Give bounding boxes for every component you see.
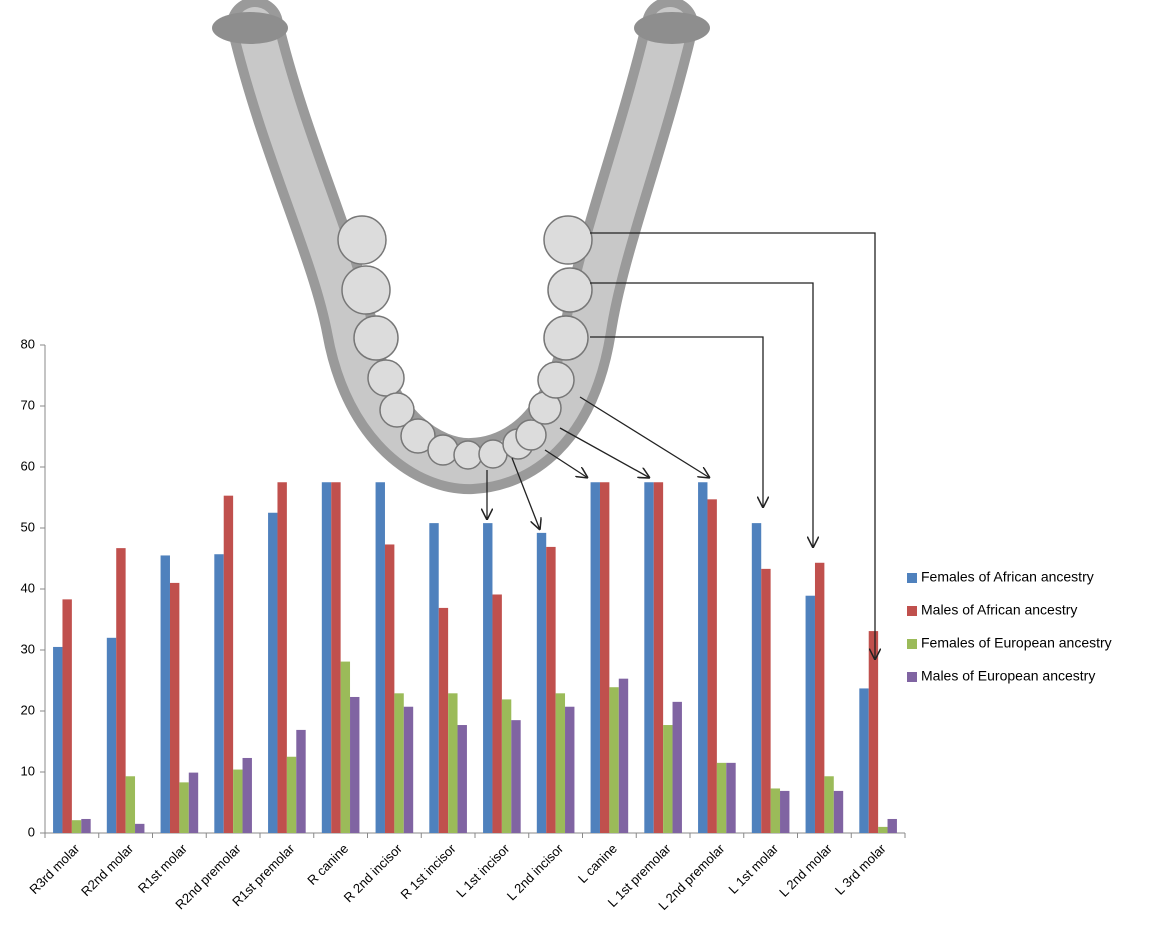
bar bbox=[81, 818, 91, 833]
arrows bbox=[487, 232, 875, 660]
bar bbox=[350, 696, 360, 833]
x-tick-label: R 1st incisor bbox=[397, 840, 459, 902]
bar bbox=[321, 482, 332, 833]
bar bbox=[331, 482, 341, 833]
bar bbox=[536, 532, 547, 833]
mandible-image bbox=[212, 0, 710, 495]
bar bbox=[780, 790, 790, 833]
bar bbox=[296, 729, 306, 833]
bar bbox=[233, 769, 243, 833]
bar bbox=[761, 568, 771, 833]
legend-swatch bbox=[907, 606, 917, 616]
bar bbox=[751, 523, 762, 833]
bar bbox=[555, 693, 566, 833]
bar bbox=[653, 482, 664, 833]
bar bbox=[599, 482, 610, 833]
bar bbox=[116, 548, 126, 833]
bar bbox=[403, 706, 414, 833]
bar bbox=[501, 699, 512, 833]
y-tick-label: 0 bbox=[28, 824, 35, 839]
bar bbox=[565, 706, 575, 833]
x-tick-label: R canine bbox=[304, 841, 351, 888]
bar bbox=[609, 687, 619, 833]
bar bbox=[698, 482, 708, 833]
bar bbox=[268, 512, 278, 833]
bar bbox=[814, 562, 825, 833]
legend-label: Females of African ancestry bbox=[921, 569, 1094, 585]
bar bbox=[672, 701, 682, 833]
bar bbox=[483, 523, 493, 833]
y-tick-label: 70 bbox=[21, 397, 35, 412]
bar bbox=[340, 661, 351, 833]
bar bbox=[438, 607, 449, 833]
bar bbox=[868, 631, 879, 833]
legend-label: Females of European ancestry bbox=[921, 635, 1112, 651]
legend-label: Males of European ancestry bbox=[921, 668, 1095, 684]
bar bbox=[71, 820, 82, 833]
y-tick-label: 40 bbox=[21, 580, 35, 595]
y-tick-label: 20 bbox=[21, 702, 35, 717]
bar bbox=[716, 762, 727, 833]
bar bbox=[394, 693, 404, 833]
bar bbox=[859, 688, 869, 833]
y-tick-label: 30 bbox=[21, 641, 35, 656]
bar bbox=[770, 788, 781, 833]
bar bbox=[160, 555, 170, 833]
bar bbox=[375, 482, 385, 833]
x-tick-label: L 3rd molar bbox=[832, 840, 889, 897]
bar bbox=[805, 595, 815, 833]
x-tick-label: R 2nd incisor bbox=[341, 840, 406, 905]
bar bbox=[511, 720, 521, 833]
x-tick-label: L 1st molar bbox=[725, 840, 781, 896]
x-tick-label: R1st molar bbox=[135, 840, 191, 896]
bar bbox=[286, 756, 297, 833]
bar bbox=[546, 546, 556, 833]
y-tick-label: 60 bbox=[21, 458, 35, 473]
legend-label: Males of African ancestry bbox=[921, 602, 1077, 618]
x-tick-label: L canine bbox=[575, 841, 620, 886]
bar bbox=[53, 646, 63, 833]
bar bbox=[590, 482, 600, 833]
bar bbox=[106, 637, 117, 833]
bar bbox=[726, 762, 736, 833]
bar bbox=[62, 599, 72, 833]
legend-swatch bbox=[907, 672, 917, 682]
bar bbox=[887, 818, 897, 833]
bar bbox=[833, 790, 844, 833]
bar bbox=[125, 776, 136, 833]
y-tick-label: 10 bbox=[21, 763, 35, 778]
y-tick-label: 80 bbox=[21, 336, 35, 351]
bar bbox=[457, 725, 467, 833]
bar bbox=[429, 523, 439, 833]
bar bbox=[448, 693, 458, 833]
bar bbox=[492, 594, 502, 833]
bar bbox=[384, 544, 395, 833]
bar bbox=[644, 482, 654, 833]
bar bbox=[707, 499, 717, 833]
bar bbox=[277, 482, 287, 833]
x-tick-label: L 2nd molar bbox=[776, 840, 835, 899]
bar bbox=[135, 823, 145, 833]
bar bbox=[242, 757, 252, 833]
x-tick-label: R3rd molar bbox=[26, 840, 83, 897]
x-tick-label: R2nd molar bbox=[78, 840, 137, 899]
bar bbox=[663, 725, 673, 833]
x-tick-label: L 2nd incisor bbox=[504, 840, 567, 903]
bar bbox=[188, 772, 199, 833]
legend-swatch bbox=[907, 573, 917, 583]
bar bbox=[878, 826, 888, 833]
bar bbox=[169, 582, 180, 833]
bar bbox=[223, 495, 234, 833]
bar bbox=[214, 554, 224, 833]
bar bbox=[618, 678, 629, 833]
bar bbox=[179, 782, 189, 833]
legend-swatch bbox=[907, 639, 917, 649]
bar bbox=[824, 776, 834, 833]
y-tick-label: 50 bbox=[21, 519, 35, 534]
